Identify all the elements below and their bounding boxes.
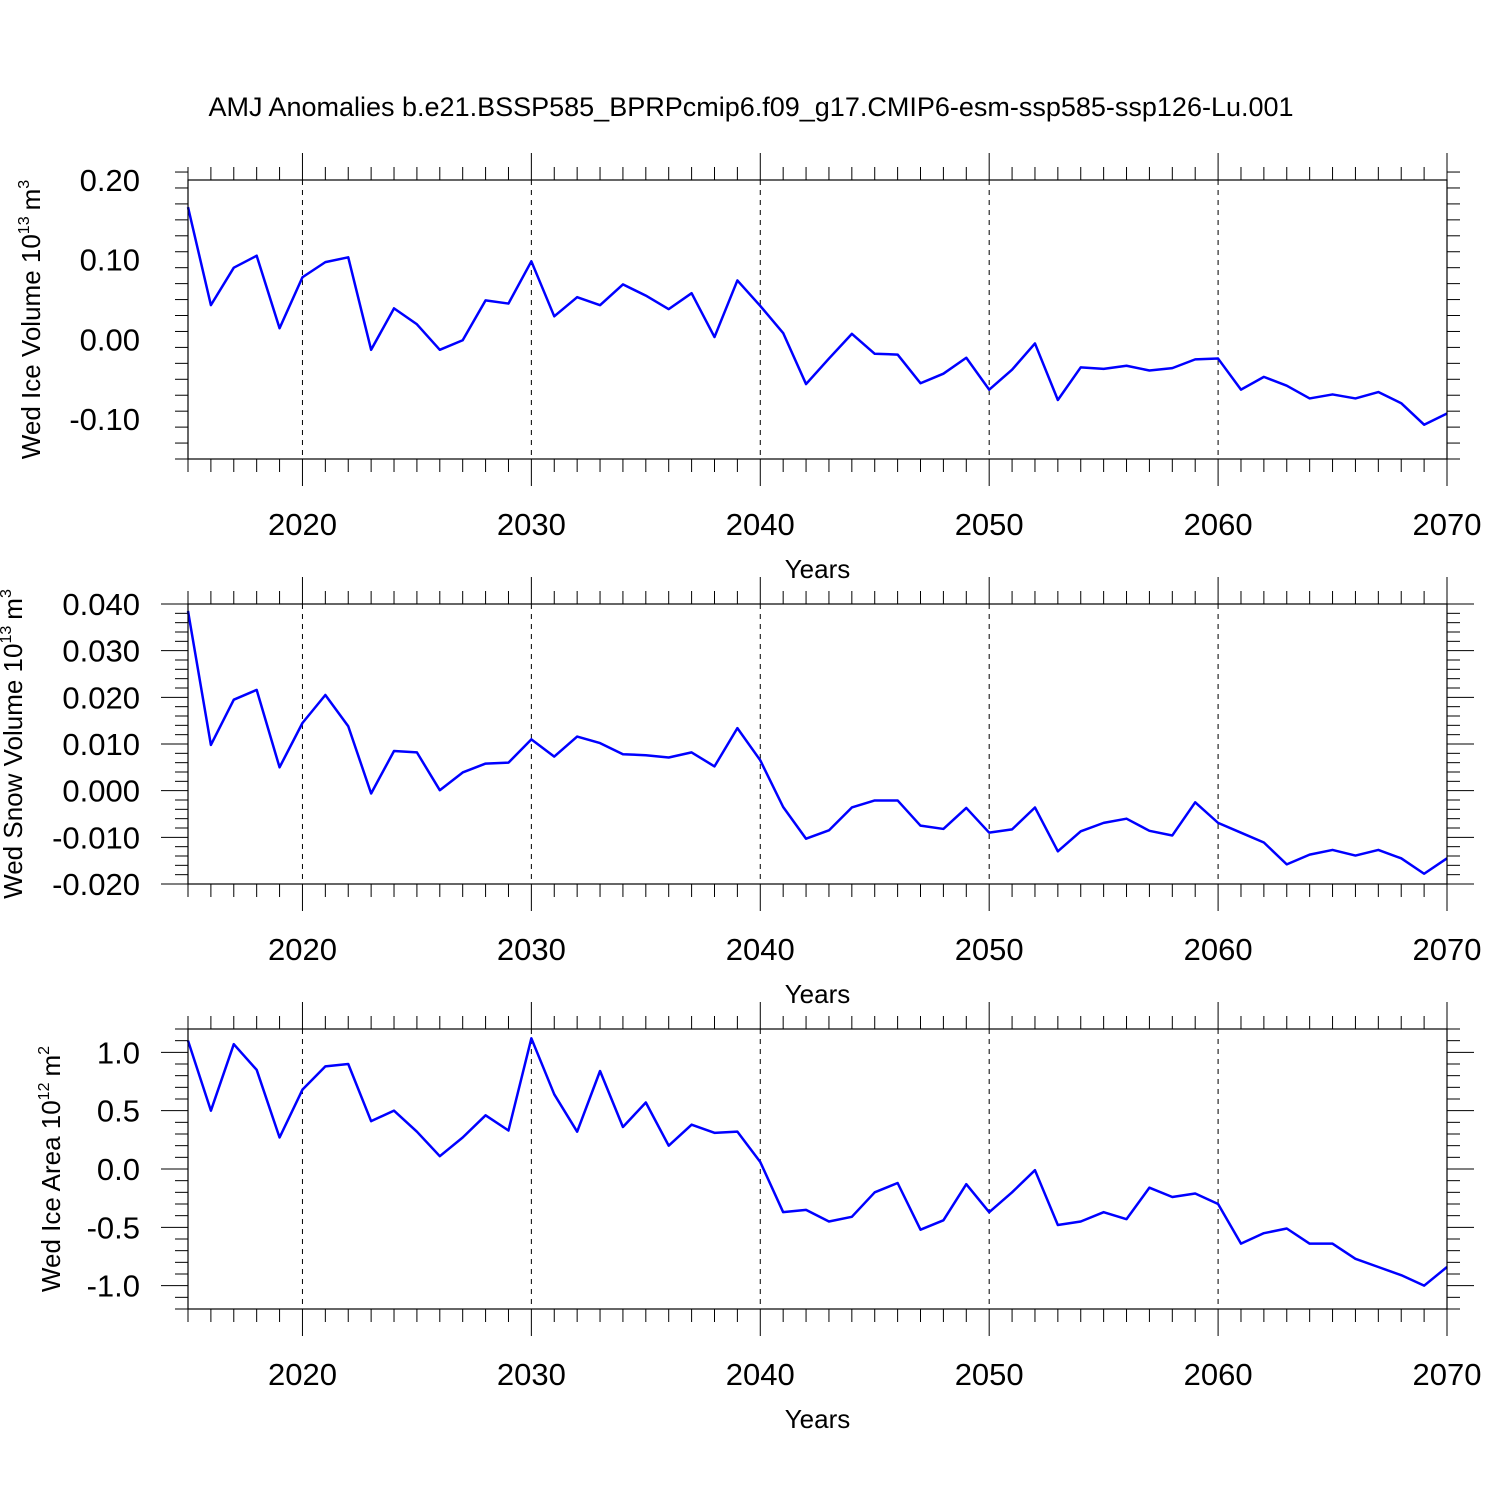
snow-volume-xtick-label: 2040	[726, 932, 795, 967]
snow-volume-plot-frame	[187, 603, 1448, 885]
ice-area-xtick-label: 2020	[268, 1357, 337, 1392]
ice-area-plot-frame	[187, 1028, 1448, 1310]
snow-volume-ytick-label: -0.010	[52, 820, 140, 855]
ice-area-ytick-label: 0.0	[97, 1152, 140, 1187]
ice-area-ytick-label: 0.5	[97, 1094, 140, 1129]
snow-volume-ytick-label: 0.040	[62, 587, 140, 622]
ice-volume-plot-frame	[187, 179, 1448, 460]
snow-volume-ytick-label: 0.000	[62, 774, 140, 809]
snow-volume-ytick-label: 0.020	[62, 680, 140, 715]
ice-area-xtick-label: 2030	[497, 1357, 566, 1392]
snow-volume-xtick-label: 2060	[1184, 932, 1253, 967]
ice-area-ytick-label: 1.0	[97, 1035, 140, 1070]
snow-volume-ytick-label: 0.010	[62, 727, 140, 762]
ice-volume-x-axis-label: Years	[785, 554, 851, 584]
ice-volume-xtick-label: 2030	[497, 507, 566, 542]
figure-title: AMJ Anomalies b.e21.BSSP585_BPRPcmip6.f0…	[208, 92, 1293, 122]
ice-area-xtick-label: 2050	[955, 1357, 1024, 1392]
snow-volume-ytick-label: 0.030	[62, 634, 140, 669]
ice-area-xtick-label: 2070	[1413, 1357, 1482, 1392]
ice-area-xtick-label: 2060	[1184, 1357, 1253, 1392]
snow-volume-ytick-label: -0.020	[52, 867, 140, 902]
ice-volume-ytick-label: 0.20	[80, 163, 140, 198]
ice-area-xtick-label: 2040	[726, 1357, 795, 1392]
snow-volume-xtick-label: 2050	[955, 932, 1024, 967]
ice-volume-y-axis-label: Wed Ice Volume 1013m3	[16, 180, 46, 459]
ice-area-x-axis-label: Years	[785, 1404, 851, 1434]
ice-area-y-axis-label: Wed Ice Area 1012m2	[36, 1046, 66, 1292]
ice-area-series-line	[186, 1037, 1448, 1287]
snow-volume-y-axis-label: Wed Snow Volume 1013m3	[0, 589, 28, 899]
ice-volume-ytick-label: 0.10	[80, 243, 140, 278]
ice-volume-xtick-label: 2070	[1413, 507, 1482, 542]
snow-volume-xtick-label: 2030	[497, 932, 566, 967]
ice-volume-series-line	[186, 206, 1448, 426]
ice-volume-ytick-label: 0.00	[80, 322, 140, 357]
ice-volume-xtick-label: 2060	[1184, 507, 1253, 542]
snow-volume-xtick-label: 2070	[1413, 932, 1482, 967]
snow-volume-x-axis-label: Years	[785, 979, 851, 1009]
ice-volume-ytick-label: -0.10	[69, 402, 140, 437]
ice-volume-xtick-label: 2020	[268, 507, 337, 542]
ice-volume-xtick-label: 2050	[955, 507, 1024, 542]
ice-area-ytick-label: -1.0	[87, 1269, 140, 1304]
panel-ice-volume: 2020 2030 2040 2050 2060 2070 0.20 0.10 0.00 -0.1…	[16, 153, 1481, 584]
snow-volume-xtick-label: 2020	[268, 932, 337, 967]
panel-ice-area: 2020 2030 2040 2050 2060 2070 1.0 0.5 0.0 -0.5 -1.…	[36, 1002, 1481, 1434]
ice-volume-xtick-label: 2040	[726, 507, 795, 542]
snow-volume-series-line	[186, 610, 1448, 875]
panel-snow-volume: 2020 2030 2040 2050 2060 2070 0.040 0.030 0.020 0…	[0, 577, 1481, 1009]
ice-area-ytick-label: -0.5	[87, 1210, 140, 1245]
